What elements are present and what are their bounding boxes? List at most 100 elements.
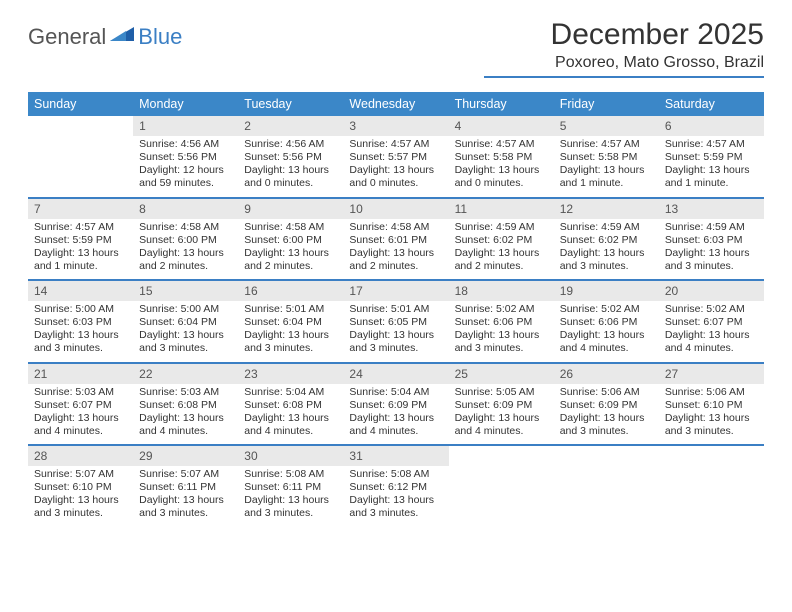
daylight-text: Daylight: 12 hours and 59 minutes. [139,164,232,190]
calendar-header-row: SundayMondayTuesdayWednesdayThursdayFrid… [28,92,764,116]
calendar-day-cell: 8Sunrise: 4:58 AMSunset: 6:00 PMDaylight… [133,198,238,281]
day-details: Sunrise: 5:02 AMSunset: 6:06 PMDaylight:… [449,301,554,362]
day-details: Sunrise: 4:56 AMSunset: 5:56 PMDaylight:… [133,136,238,197]
sunset-text: Sunset: 6:07 PM [665,316,758,329]
calendar-day-cell: 24Sunrise: 5:04 AMSunset: 6:09 PMDayligh… [343,363,448,446]
sunset-text: Sunset: 6:08 PM [139,399,232,412]
daylight-text: Daylight: 13 hours and 3 minutes. [244,329,337,355]
calendar-week: 28Sunrise: 5:07 AMSunset: 6:10 PMDayligh… [28,445,764,527]
day-header: Tuesday [238,92,343,116]
calendar-day-cell: 12Sunrise: 4:59 AMSunset: 6:02 PMDayligh… [554,198,659,281]
sunrise-text: Sunrise: 4:57 AM [560,138,653,151]
sunrise-text: Sunrise: 5:02 AM [455,303,548,316]
calendar-day-cell: 17Sunrise: 5:01 AMSunset: 6:05 PMDayligh… [343,280,448,363]
sunset-text: Sunset: 6:06 PM [455,316,548,329]
day-number: 23 [238,364,343,384]
day-number: 8 [133,199,238,219]
header: General Blue December 2025 Poxoreo, Mato… [28,18,764,78]
sunrise-text: Sunrise: 4:57 AM [349,138,442,151]
sunset-text: Sunset: 6:00 PM [139,234,232,247]
sunrise-text: Sunrise: 5:06 AM [665,386,758,399]
sunrise-text: Sunrise: 4:59 AM [665,221,758,234]
sunset-text: Sunset: 6:10 PM [665,399,758,412]
sunrise-text: Sunrise: 4:58 AM [349,221,442,234]
day-details: Sunrise: 4:57 AMSunset: 5:57 PMDaylight:… [343,136,448,197]
calendar-day-cell: 19Sunrise: 5:02 AMSunset: 6:06 PMDayligh… [554,280,659,363]
day-details: Sunrise: 5:06 AMSunset: 6:10 PMDaylight:… [659,384,764,445]
daylight-text: Daylight: 13 hours and 4 minutes. [349,412,442,438]
sunrise-text: Sunrise: 4:59 AM [455,221,548,234]
daylight-text: Daylight: 13 hours and 3 minutes. [139,494,232,520]
sunrise-text: Sunrise: 5:07 AM [139,468,232,481]
calendar-day-cell: 20 Sunrise: 5:02 AMSunset: 6:07 PMDayligh… [659,280,764,363]
calendar-week: 7Sunrise: 4:57 AMSunset: 5:59 PMDaylight… [28,198,764,281]
brand-part1: General [28,24,106,50]
day-number: 31 [343,446,448,466]
day-header: Saturday [659,92,764,116]
day-details: Sunrise: 5:06 AMSunset: 6:09 PMDaylight:… [554,384,659,445]
sunset-text: Sunset: 5:58 PM [455,151,548,164]
calendar-day-cell: . [449,445,554,527]
day-number: 27 [659,364,764,384]
calendar-day-cell: 5Sunrise: 4:57 AMSunset: 5:58 PMDaylight… [554,116,659,198]
day-number: 20 [659,281,764,301]
daylight-text: Daylight: 13 hours and 3 minutes. [455,329,548,355]
daylight-text: Daylight: 13 hours and 2 minutes. [455,247,548,273]
day-number: 16 [238,281,343,301]
day-number: 28 [28,446,133,466]
day-number: 5 [554,116,659,136]
sunrise-text: Sunrise: 5:00 AM [139,303,232,316]
day-details: Sunrise: 4:57 AMSunset: 5:58 PMDaylight:… [449,136,554,197]
day-header: Thursday [449,92,554,116]
day-header: Wednesday [343,92,448,116]
day-details: Sunrise: 5:07 AMSunset: 6:11 PMDaylight:… [133,466,238,527]
sunrise-text: Sunrise: 4:56 AM [244,138,337,151]
daylight-text: Daylight: 13 hours and 2 minutes. [349,247,442,273]
calendar-day-cell: 14Sunrise: 5:00 AMSunset: 6:03 PMDayligh… [28,280,133,363]
sunset-text: Sunset: 6:11 PM [139,481,232,494]
sunrise-text: Sunrise: 5:02 AM [560,303,653,316]
brand-logo: General Blue [28,18,182,50]
calendar-day-cell: 9Sunrise: 4:58 AMSunset: 6:00 PMDaylight… [238,198,343,281]
calendar-day-cell: 1Sunrise: 4:56 AMSunset: 5:56 PMDaylight… [133,116,238,198]
sunset-text: Sunset: 6:07 PM [34,399,127,412]
sunset-text: Sunset: 6:02 PM [455,234,548,247]
day-number: 7 [28,199,133,219]
daylight-text: Daylight: 13 hours and 4 minutes. [665,329,758,355]
day-number: 4 [449,116,554,136]
daylight-text: Daylight: 13 hours and 3 minutes. [244,494,337,520]
calendar-day-cell: . [659,445,764,527]
calendar-day-cell: 18Sunrise: 5:02 AMSunset: 6:06 PMDayligh… [449,280,554,363]
day-details: Sunrise: 4:59 AMSunset: 6:03 PMDaylight:… [659,219,764,280]
day-number: 21 [28,364,133,384]
sunset-text: Sunset: 6:06 PM [560,316,653,329]
page-subtitle: Poxoreo, Mato Grosso, Brazil [484,54,764,78]
day-number: 18 [449,281,554,301]
title-block: December 2025 Poxoreo, Mato Grosso, Braz… [484,18,764,78]
day-number: 1 [133,116,238,136]
day-number: 14 [28,281,133,301]
calendar-day-cell: 6Sunrise: 4:57 AMSunset: 5:59 PMDaylight… [659,116,764,198]
calendar-week: 14Sunrise: 5:00 AMSunset: 6:03 PMDayligh… [28,280,764,363]
day-number: 3 [343,116,448,136]
day-header: Sunday [28,92,133,116]
brand-part2: Blue [138,24,182,50]
day-number: 15 [133,281,238,301]
sunrise-text: Sunrise: 5:03 AM [139,386,232,399]
day-details: Sunrise: 4:57 AMSunset: 5:58 PMDaylight:… [554,136,659,197]
day-number: 13 [659,199,764,219]
page-title: December 2025 [484,18,764,52]
sunrise-text: Sunrise: 5:07 AM [34,468,127,481]
day-details: Sunrise: 5:07 AMSunset: 6:10 PMDaylight:… [28,466,133,527]
sunrise-text: Sunrise: 5:02 AM [665,303,758,316]
sunrise-text: Sunrise: 5:03 AM [34,386,127,399]
sunset-text: Sunset: 6:08 PM [244,399,337,412]
calendar-day-cell: 21Sunrise: 5:03 AMSunset: 6:07 PMDayligh… [28,363,133,446]
day-number: 25 [449,364,554,384]
calendar-day-cell: . [554,445,659,527]
calendar-week: .1Sunrise: 4:56 AMSunset: 5:56 PMDayligh… [28,116,764,198]
daylight-text: Daylight: 13 hours and 4 minutes. [455,412,548,438]
sunset-text: Sunset: 6:04 PM [139,316,232,329]
sunset-text: Sunset: 6:01 PM [349,234,442,247]
calendar-day-cell: 26Sunrise: 5:06 AMSunset: 6:09 PMDayligh… [554,363,659,446]
